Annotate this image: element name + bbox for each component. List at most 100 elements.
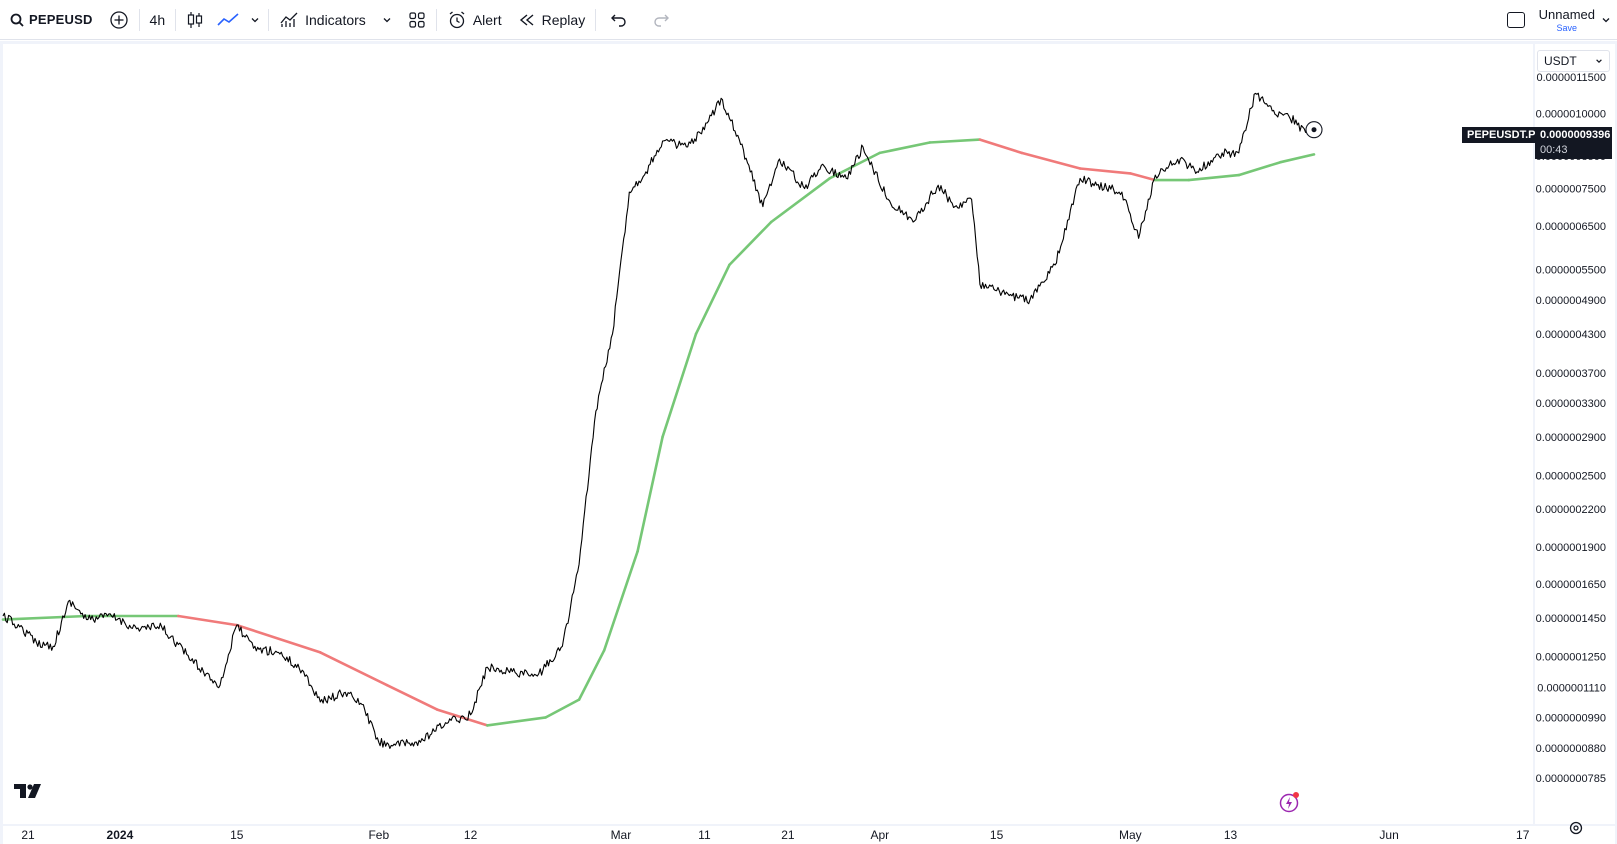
- interval-button[interactable]: 4h: [149, 11, 166, 28]
- price-chart[interactable]: 0.00000115000.00000100000.00000085000.00…: [0, 41, 1617, 844]
- chevron-down-icon[interactable]: [1601, 15, 1611, 25]
- symbol-price-tag: PEPEUSDT.P: [1462, 127, 1541, 143]
- price-tick-label: 0.0000002200: [1536, 504, 1606, 516]
- price-axis-labels: 0.00000115000.00000100000.00000085000.00…: [1536, 72, 1606, 785]
- price-tick-label: 0.0000007500: [1536, 184, 1606, 196]
- chevron-down-icon: [383, 17, 391, 22]
- moving-average-segment: [235, 623, 322, 654]
- alert-button[interactable]: Alert: [439, 0, 510, 40]
- chart-type-dropdown[interactable]: [244, 0, 266, 40]
- time-tick-label: Jun: [1379, 828, 1398, 842]
- price-tick-label: 0.0000004300: [1536, 329, 1606, 341]
- price-tick-label: 0.0000006500: [1536, 221, 1606, 233]
- chevron-down-icon: [1596, 59, 1602, 64]
- price-tick-label: 0.0000000990: [1536, 712, 1606, 724]
- price-tick-label: 0.0000001250: [1536, 652, 1606, 664]
- replay-label: Replay: [541, 11, 586, 28]
- price-tick-label: 0.0000003700: [1536, 368, 1606, 380]
- moving-average-segment: [1237, 160, 1282, 177]
- symbol-name: PEPEUSD: [29, 12, 93, 27]
- time-tick-label: 11: [698, 828, 711, 842]
- price-tick-label: 0.0000001110: [1537, 683, 1606, 695]
- toolbar-divider: [435, 8, 437, 31]
- undo-button[interactable]: [598, 0, 640, 40]
- replay-button[interactable]: Replay: [510, 0, 594, 40]
- moving-average-segment: [1020, 151, 1082, 170]
- moving-average-segment: [828, 151, 882, 180]
- indicators-button[interactable]: Indicators: [271, 0, 374, 40]
- currency-select[interactable]: USDT: [1537, 50, 1610, 72]
- lightning-icon[interactable]: [1278, 790, 1302, 814]
- price-tick-label: 0.0000000785: [1536, 773, 1606, 785]
- symbol-search[interactable]: PEPEUSD: [0, 0, 101, 40]
- price-line-layer: [2, 92, 1315, 749]
- last-price-tag: 0.0000009396 00:43: [1535, 127, 1612, 159]
- moving-average-segment: [769, 177, 831, 224]
- time-tick-label: Feb: [368, 828, 389, 842]
- moving-average-segment: [636, 435, 664, 553]
- moving-average-segment: [318, 651, 389, 687]
- time-tick-label: 17: [1516, 828, 1530, 842]
- time-tick-label: 21: [781, 828, 795, 842]
- price-tick-label: 0.0000002900: [1536, 432, 1606, 444]
- candles-chart-type-button[interactable]: [178, 0, 212, 40]
- replay-icon: [519, 13, 534, 26]
- moving-average-segment: [177, 614, 239, 627]
- redo-icon: [654, 14, 670, 27]
- last-point-marker: [1305, 121, 1323, 139]
- indicators-label: Indicators: [305, 11, 366, 28]
- moving-average-segment: [1279, 153, 1316, 164]
- bar-countdown: 00:43: [1540, 144, 1568, 156]
- time-tick-label: May: [1119, 828, 1142, 842]
- time-scale-area: [3, 826, 1615, 844]
- square-icon[interactable]: [1506, 12, 1525, 28]
- time-tick-label: Mar: [611, 828, 632, 842]
- last-point-dot: [1311, 127, 1317, 133]
- tradingview-logo-icon[interactable]: [14, 782, 46, 800]
- price-tick-label: 0.0000005500: [1536, 265, 1606, 277]
- price-tick-label: 0.0000001900: [1536, 542, 1606, 554]
- moving-average-segment: [928, 138, 982, 144]
- price-tick-label: 0.0000000880: [1536, 743, 1606, 755]
- time-tick-label: 15: [990, 828, 1004, 842]
- alarm-clock-icon: [449, 10, 465, 28]
- toolbar-divider: [138, 8, 140, 31]
- moving-average-segment: [1, 614, 88, 621]
- time-axis-labels: 21 2024 15 Feb 12 Mar 11 21 Apr 15 May 13 Jun 17: [21, 828, 1529, 842]
- settings-gear-icon[interactable]: [1568, 820, 1584, 836]
- price-tick-label: 0.0000010000: [1536, 109, 1606, 121]
- time-tick-label: 2024: [107, 828, 134, 842]
- price-series-line: [2, 92, 1315, 749]
- plot-area: [3, 44, 1533, 824]
- compare-button[interactable]: [101, 0, 137, 40]
- layout-templates-button[interactable]: [400, 0, 434, 40]
- save-link[interactable]: Save: [1556, 22, 1578, 33]
- search-icon: [10, 13, 24, 27]
- moving-average-segment: [978, 138, 1024, 155]
- indicators-dropdown[interactable]: [374, 0, 400, 40]
- alert-label: Alert: [472, 11, 502, 28]
- last-price-value: 0.0000009396: [1540, 129, 1611, 141]
- price-tick-label: 0.0000011500: [1536, 72, 1606, 84]
- moving-average-segment: [602, 549, 639, 652]
- moving-average-segment: [1129, 172, 1157, 182]
- price-tick-label: 0.0000002500: [1536, 471, 1606, 483]
- plus-circle-icon: [109, 10, 128, 29]
- redo-button[interactable]: [640, 0, 682, 40]
- price-tick-label: 0.0000004900: [1536, 295, 1606, 307]
- layout-name-button[interactable]: Unnamed Save: [1539, 8, 1595, 33]
- line-chart-type-button[interactable]: [212, 0, 244, 40]
- moving-average-segment: [485, 716, 548, 727]
- candles-icon: [188, 11, 203, 28]
- indicators-icon: [280, 12, 298, 27]
- price-tick-label: 0.0000003300: [1536, 398, 1606, 410]
- line-chart-icon: [217, 12, 239, 26]
- undo-icon: [611, 14, 626, 27]
- moving-average-segment: [1187, 173, 1241, 182]
- moving-average-segment: [385, 683, 439, 711]
- moving-average-segment: [435, 708, 489, 727]
- toolbar-divider: [175, 8, 177, 31]
- currency-label: USDT: [1544, 54, 1577, 68]
- time-tick-label: 13: [1224, 828, 1238, 842]
- chevron-down-icon: [251, 17, 259, 22]
